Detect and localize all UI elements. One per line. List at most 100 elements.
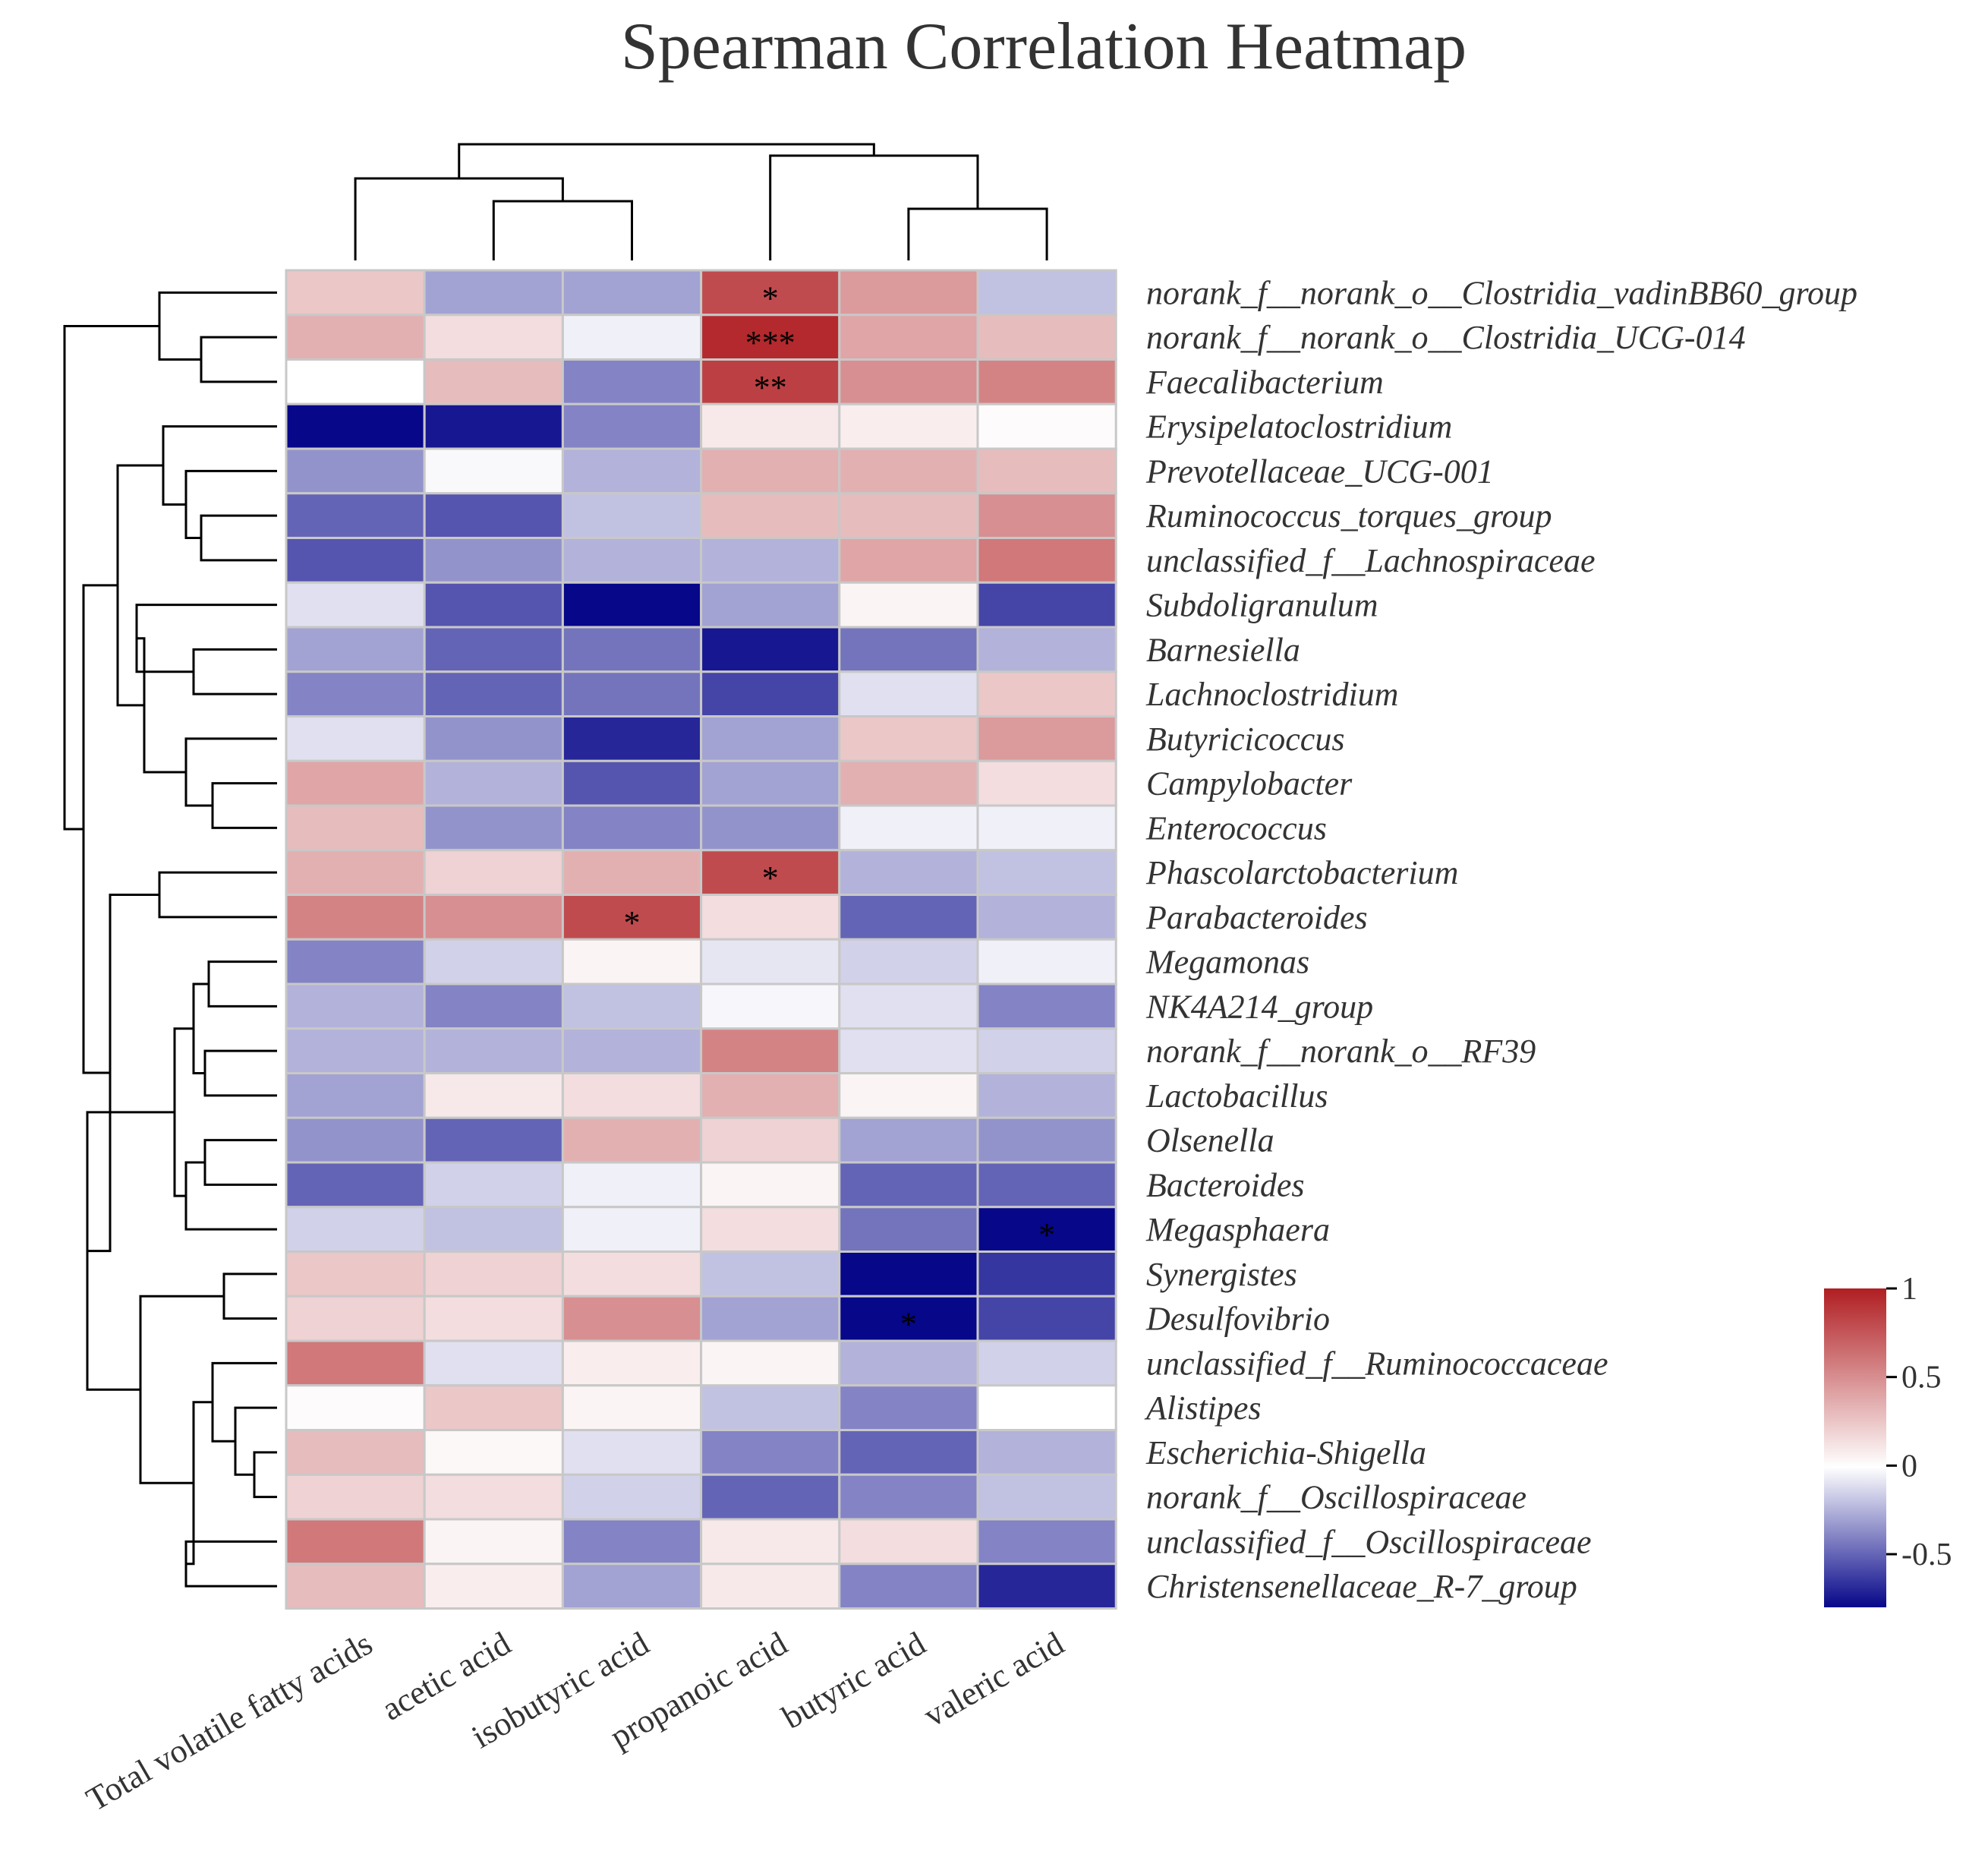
heatmap-cell [700,982,841,1030]
heatmap-cell [423,1429,564,1476]
row-label: Prevotellaceae_UCG-001 [1145,453,1494,490]
heatmap-cell [423,938,564,986]
heatmap-cell [561,358,703,405]
heatmap-cell [285,492,426,539]
heatmap-cell [700,1473,841,1521]
heatmap-cell [561,804,703,852]
heatmap-cell [976,1295,1117,1342]
dendrogram-link [192,648,277,695]
heatmap-cell [561,1563,703,1610]
heatmap-cell [700,447,841,495]
heatmap-cell [285,1473,426,1521]
heatmap-cell [285,938,426,986]
row-label: NK4A214_group [1145,988,1373,1025]
dendrogram-link [162,425,277,506]
heatmap-cell [423,715,564,762]
heatmap-cell [285,1563,426,1610]
heatmap-cell [285,1250,426,1298]
heatmap-cell [423,804,564,852]
heatmap-cell [976,1250,1117,1298]
heatmap-cell [700,1429,841,1476]
heatmap-cell [838,1072,979,1119]
heatmap-cell [700,938,841,986]
row-label: Butyricicoccus [1146,721,1344,758]
heatmap-cell [561,269,703,317]
heatmap-cell [700,670,841,717]
heatmap-cell [838,1116,979,1164]
dendrogram-link [492,200,633,260]
heatmap-cell [838,715,979,762]
heatmap-cell [285,447,426,495]
heatmap-cell [700,626,841,673]
heatmap-cell [838,1027,979,1074]
heatmap-cell [285,1206,426,1253]
heatmap-cell [561,1027,703,1074]
heatmap-cell [561,938,703,986]
row-label: norank_f__norank_o__Clostridia_vadinBB60… [1146,274,1857,311]
heatmap-cell [700,1563,841,1610]
heatmap-cell [976,938,1117,986]
heatmap-cell [976,1339,1117,1387]
heatmap-cell [423,1072,564,1119]
heatmap-cell [285,537,426,584]
dendrogram-link [135,604,277,673]
significance-marks: ********** [624,279,1056,1342]
dendrogram-link [192,982,209,1074]
column-label: Total volatile fatty acids [80,1625,378,1818]
heatmap-cell [700,314,841,361]
heatmap-cell [423,537,564,584]
heatmap-cell [561,1384,703,1431]
row-label: Megamonas [1145,944,1309,981]
dendrogram-link [354,177,564,260]
heatmap-cell [976,1206,1117,1253]
heatmap-cell [285,715,426,762]
heatmap-cell [700,1116,841,1164]
legend-colorbar [1824,1288,1886,1607]
heatmap-cell [838,537,979,584]
heatmap-cell [976,1429,1117,1476]
heatmap-cell [285,849,426,896]
heatmap-cell [838,1429,979,1476]
dendrogram-link [234,1406,277,1476]
legend-tick-label: -0.5 [1901,1537,1952,1572]
dendrogram-link [211,782,277,829]
dendrogram-link [203,1139,277,1186]
heatmap-cell [561,1295,703,1342]
heatmap-cell [285,626,426,673]
heatmap-cell [423,894,564,941]
column-dendrogram [354,143,1048,260]
row-label: Olsenella [1146,1122,1274,1159]
heatmap-cell [700,492,841,539]
heatmap-cell [285,1295,426,1342]
heatmap-cell [285,894,426,941]
dendrogram-link [907,207,1048,260]
heatmap-cell [976,402,1117,450]
heatmap-cell [838,492,979,539]
dendrogram-link [200,514,277,562]
heatmap-cell [561,492,703,539]
dendrogram-link [200,336,277,383]
heatmap-cell [976,982,1117,1030]
heatmap-cell [423,269,564,317]
dendrogram-link [458,143,875,178]
heatmap-cell [561,849,703,896]
row-label: norank_f__norank_o__Clostridia_UCG-014 [1146,319,1746,356]
row-label: Synergistes [1146,1256,1297,1293]
heatmap-cell [838,269,979,317]
row-label: Barnesiella [1146,631,1300,668]
heatmap-cell [976,314,1117,361]
heatmap-cell [838,1206,979,1253]
heatmap-cell [976,626,1117,673]
heatmap-cell [976,1027,1117,1074]
heatmap-cell [423,849,564,896]
heatmap-cell [561,670,703,717]
heatmap-cell [561,1161,703,1209]
dendrogram-link [184,1161,277,1231]
row-label: Faecalibacterium [1145,364,1384,401]
dendrogram-link [184,1540,277,1588]
row-label: Lachnoclostridium [1145,676,1398,713]
heatmap-cell [423,1295,564,1342]
heatmap-cell [423,358,564,405]
heatmap-cell [976,1161,1117,1209]
heatmap-cell [838,894,979,941]
